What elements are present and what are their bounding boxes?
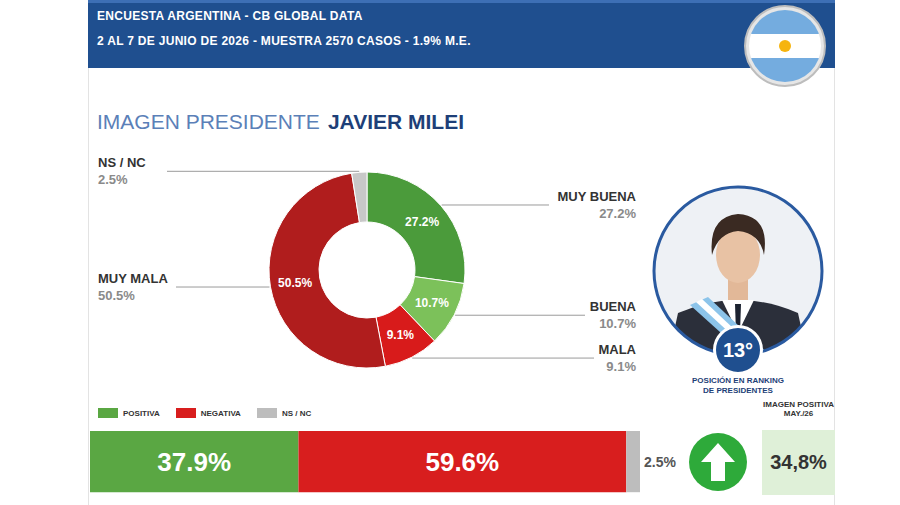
svg-text:59.6%: 59.6% xyxy=(425,447,499,477)
svg-text:50.5%: 50.5% xyxy=(278,276,312,290)
svg-text:9.1%: 9.1% xyxy=(387,328,415,342)
svg-text:MUY MALA: MUY MALA xyxy=(98,271,168,286)
html-text:POSICIÓN EN RANKING DE PRESIDE: POSICIÓN EN RANKING DE PRESIDENTES xyxy=(692,376,784,395)
svg-text:NS / NC: NS / NC xyxy=(98,155,146,170)
html-text:ENCUESTA ARGENTINA - CB GLOBAL: ENCUESTA ARGENTINA - CB GLOBAL DATA xyxy=(97,9,363,23)
html-text:IMAGEN POSITIVA MAY./26: IMAGEN POSITIVA MAY./26 xyxy=(763,400,834,418)
html-text:2 AL 7 DE JUNIO DE 2026 - MUES: 2 AL 7 DE JUNIO DE 2026 - MUESTRA 2570 C… xyxy=(97,34,471,48)
svg-text:MALA: MALA xyxy=(598,342,636,357)
svg-text:BUENA: BUENA xyxy=(590,299,637,314)
svg-text:10.7%: 10.7% xyxy=(415,296,449,310)
svg-text:9.1%: 9.1% xyxy=(606,359,636,374)
svg-text:MUY BUENA: MUY BUENA xyxy=(558,189,637,204)
svg-text:37.9%: 37.9% xyxy=(157,447,231,477)
html-text:POSITIVA: POSITIVA xyxy=(123,408,160,418)
html-text:34,8%: 34,8% xyxy=(770,451,827,473)
svg-text:27.2%: 27.2% xyxy=(599,206,636,221)
svg-text:2.5%: 2.5% xyxy=(644,454,676,470)
html-text:13°: 13° xyxy=(722,339,754,361)
svg-text:10.7%: 10.7% xyxy=(599,316,636,331)
svg-text:2.5%: 2.5% xyxy=(98,172,128,187)
html-text:NS / NC: NS / NC xyxy=(281,408,312,418)
svg-text:27.2%: 27.2% xyxy=(405,215,439,229)
svg-text:50.5%: 50.5% xyxy=(98,288,135,303)
html-text:NEGATIVA: NEGATIVA xyxy=(200,408,241,418)
html-text:IMAGEN PRESIDENTE JAVIER MILEI: IMAGEN PRESIDENTE JAVIER MILEI xyxy=(97,110,464,133)
